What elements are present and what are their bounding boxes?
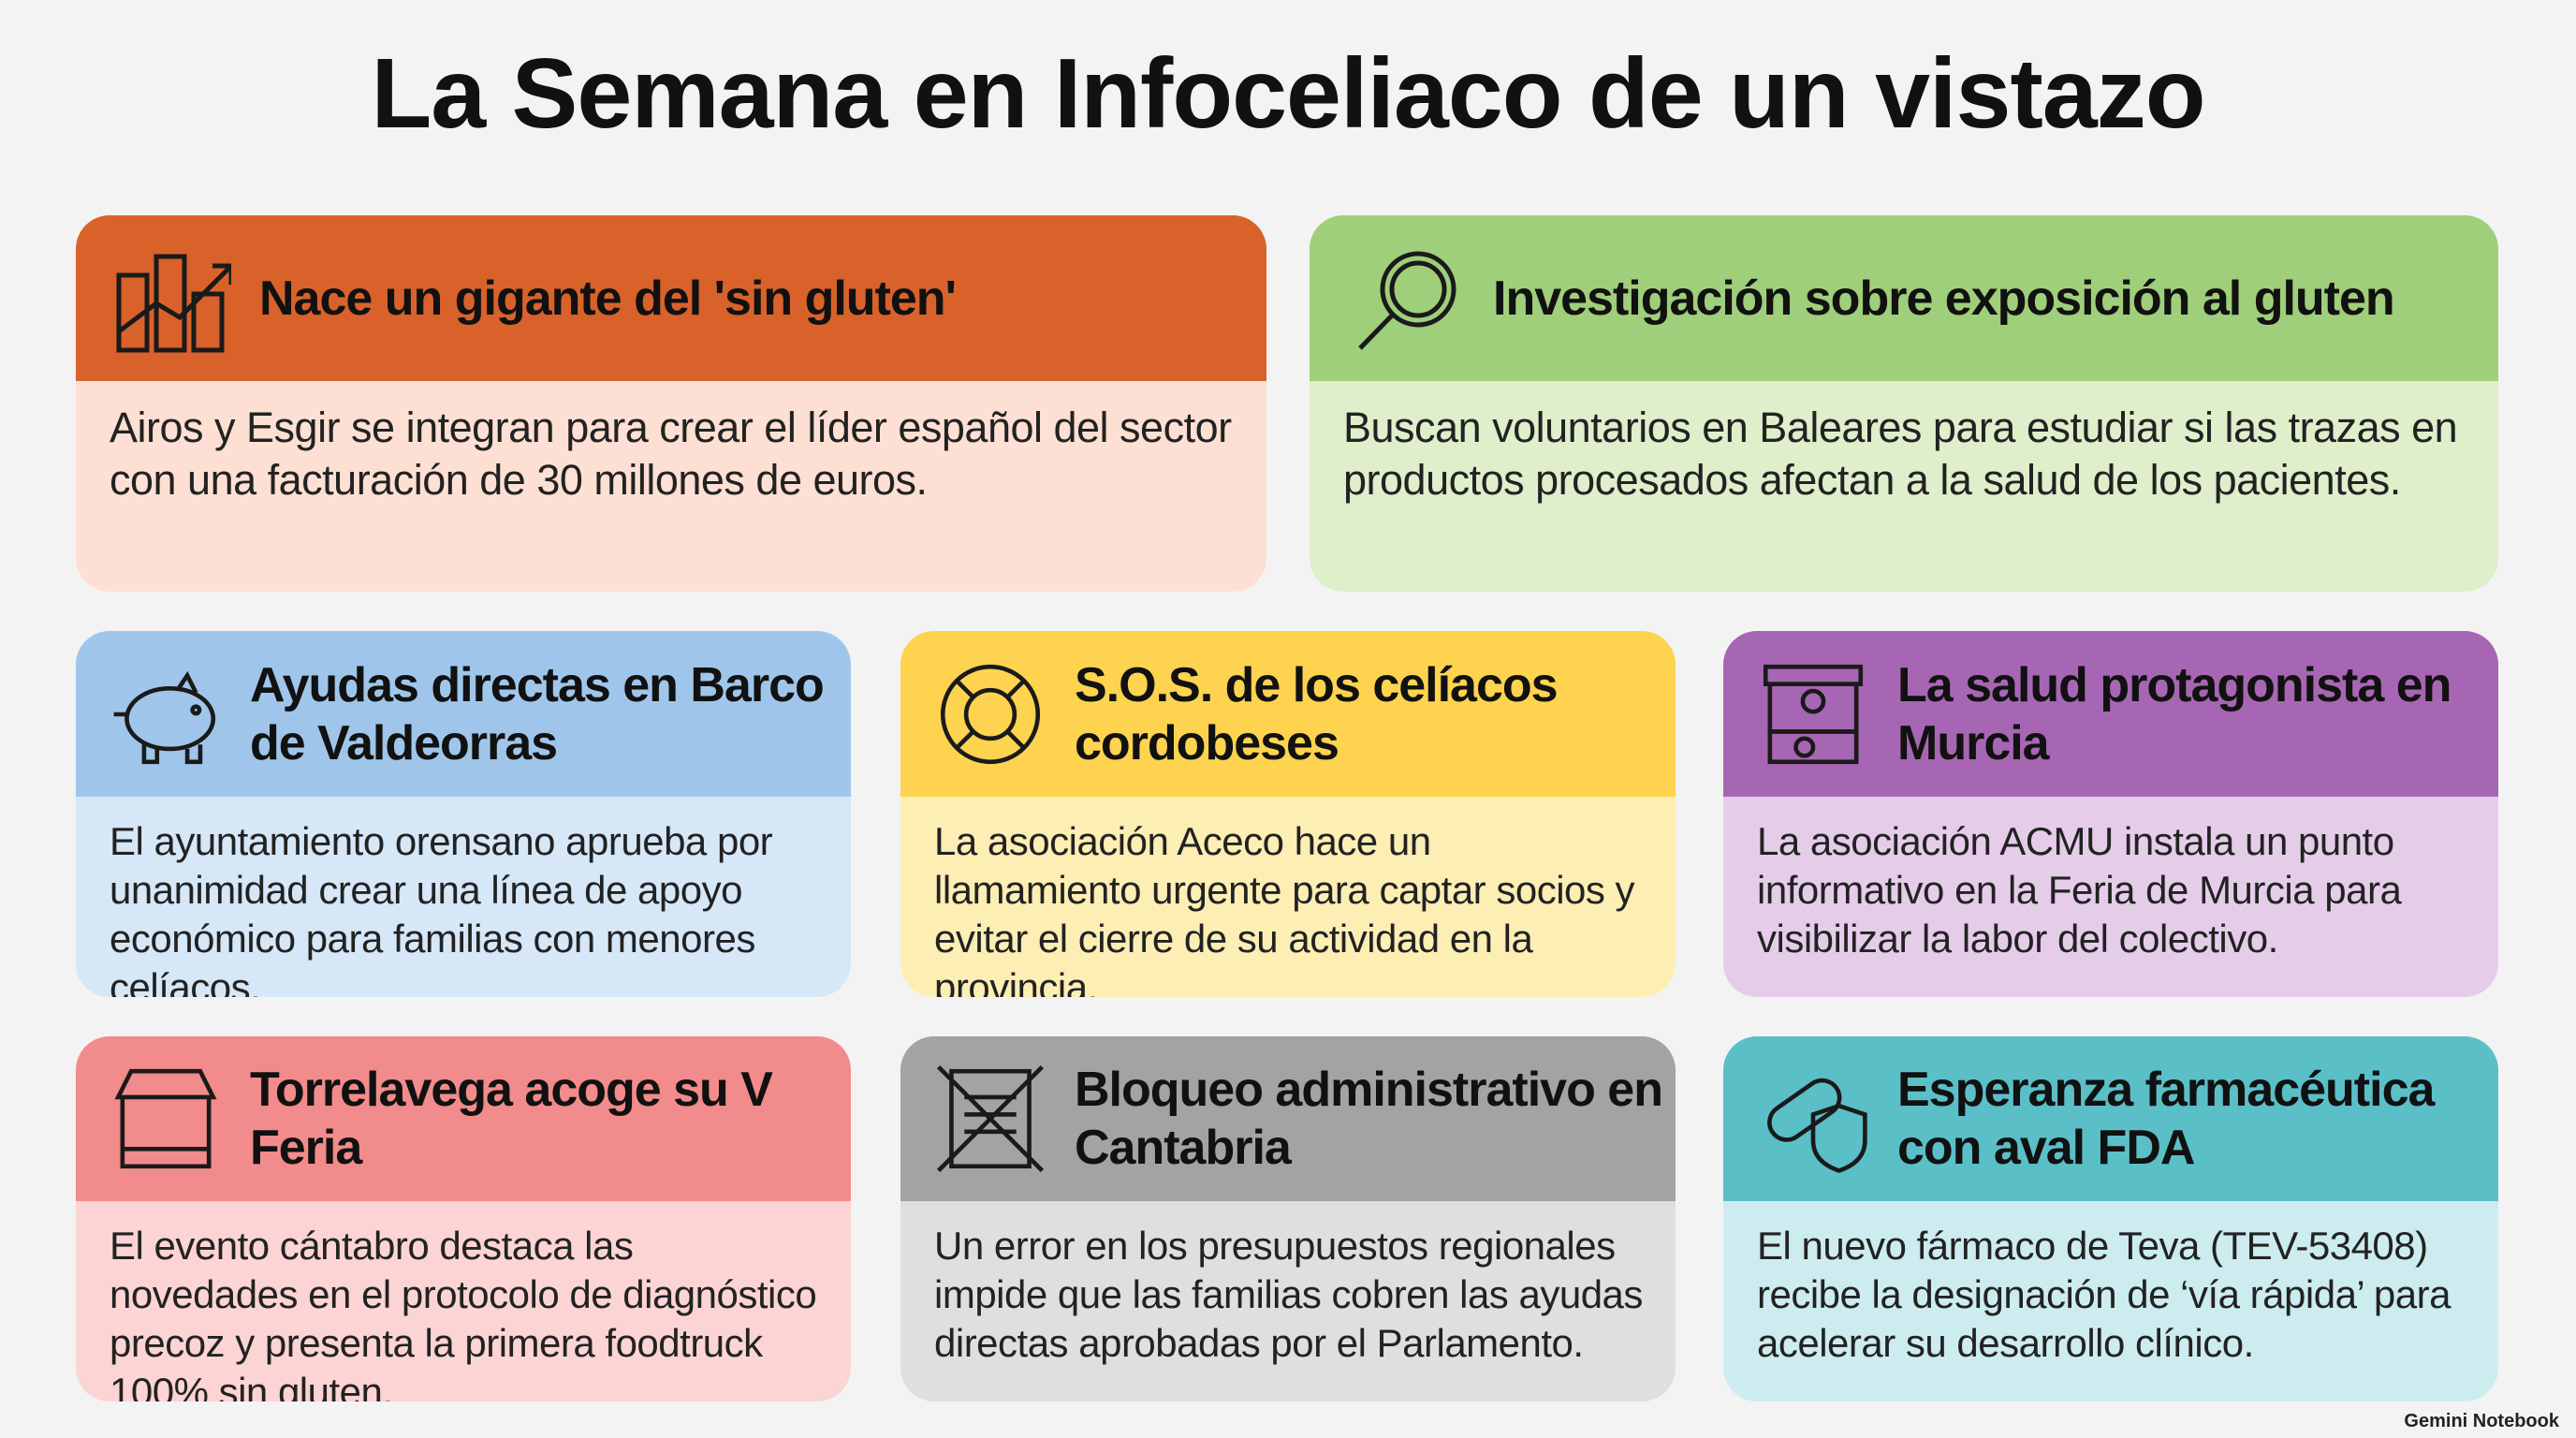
- card-icon: [936, 1064, 1045, 1173]
- card-header: S.O.S. de los celíacos cordobeses: [900, 631, 1676, 797]
- card-body: Airos y Esgir se integran para crear el …: [110, 404, 1232, 504]
- card-title: Ayudas directas en Barco de Valdeorras: [250, 657, 825, 770]
- card-header: Ayudas directas en Barco de Valdeorras: [76, 631, 851, 797]
- card-title: Esperanza farmacéutica con aval FDA: [1897, 1063, 2435, 1175]
- footer-brand: Gemini Notebook: [2404, 1411, 2559, 1431]
- card-header: Nace un gigante del 'sin gluten': [76, 215, 1266, 381]
- card-icon: [113, 670, 216, 764]
- card-title: Nace un gigante del 'sin gluten': [259, 271, 957, 326]
- card-header: Torrelavega acoge su V Feria: [76, 1036, 851, 1201]
- card-body: Buscan voluntarios en Baleares para estu…: [1343, 404, 2458, 504]
- card-body: Un error en los presupuestos regionales …: [934, 1224, 1643, 1365]
- card-icon: [1358, 251, 1456, 350]
- card-icon: [1763, 664, 1864, 764]
- news-card: Nace un gigante del 'sin gluten' Airos y …: [76, 215, 1266, 592]
- card-title: Torrelavega acoge su V Feria: [250, 1063, 773, 1175]
- card-title: La salud protagonista en Murcia: [1897, 657, 2452, 770]
- news-card: Esperanza farmacéutica con aval FDA El nu…: [1723, 1036, 2498, 1401]
- card-icon: [114, 1068, 217, 1169]
- card-body: El evento cántabro destaca las novedades…: [110, 1224, 817, 1401]
- card-icon: [940, 664, 1041, 764]
- card-icon: [116, 254, 231, 352]
- news-card: Ayudas directas en Barco de Valdeorras El…: [76, 631, 851, 997]
- card-header: La salud protagonista en Murcia: [1723, 631, 2498, 797]
- news-card: La salud protagonista en Murcia La asocia…: [1723, 631, 2498, 997]
- news-card: S.O.S. de los celíacos cordobeses La asoc…: [900, 631, 1676, 997]
- card-header: Esperanza farmacéutica con aval FDA: [1723, 1036, 2498, 1201]
- card-body: El nuevo fármaco de Teva (TEV-53408) rec…: [1757, 1224, 2451, 1365]
- card-title: Bloqueo administrativo en Cantabria: [1075, 1063, 1663, 1175]
- card-title: Investigación sobre exposición al gluten: [1493, 271, 2395, 326]
- card-icon: [1767, 1078, 1867, 1173]
- page-title: La Semana en Infoceliaco de un vistazo: [371, 38, 2206, 149]
- card-body: El ayuntamiento orensano aprueba por una…: [110, 819, 773, 997]
- card-body: La asociación ACMU instala un punto info…: [1757, 819, 2402, 961]
- news-card: Investigación sobre exposición al gluten…: [1310, 215, 2498, 592]
- card-header: Bloqueo administrativo en Cantabria: [900, 1036, 1676, 1201]
- card-body: La asociación Aceco hace un llamamiento …: [934, 819, 1635, 997]
- news-card: Torrelavega acoge su V Feria El evento cá…: [76, 1036, 851, 1401]
- news-card: Bloqueo administrativo en Cantabria Un er…: [900, 1036, 1676, 1401]
- card-title: S.O.S. de los celíacos cordobeses: [1075, 657, 1559, 770]
- card-header: Investigación sobre exposición al gluten: [1310, 215, 2498, 381]
